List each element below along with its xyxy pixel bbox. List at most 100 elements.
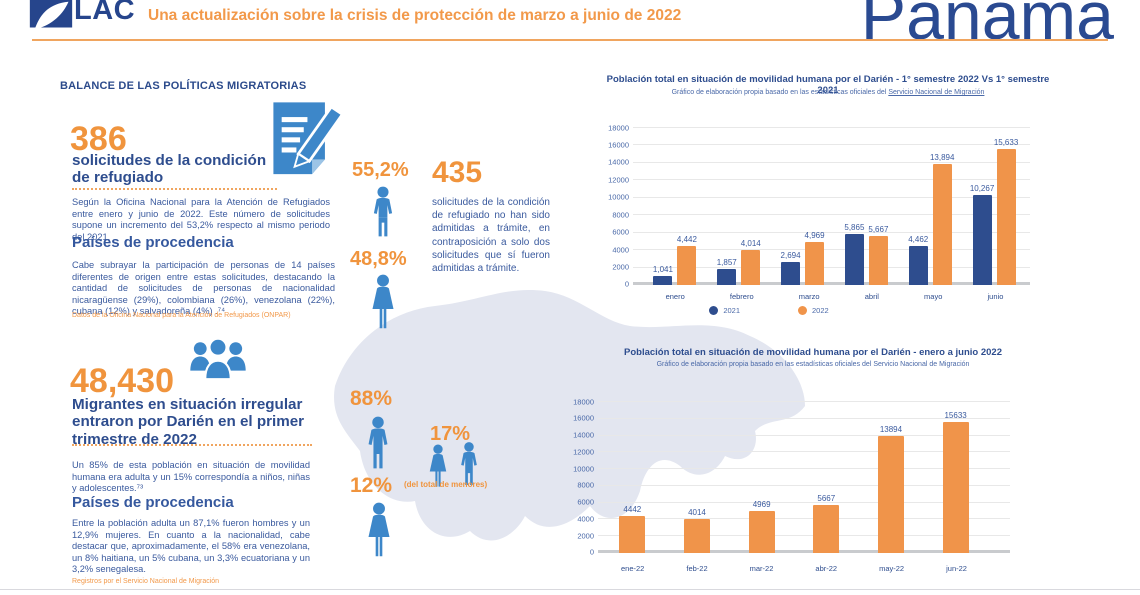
bar-column: 13894 — [877, 402, 904, 553]
countries-of-origin-body-2: Entre la población adulta un 87,1% fuero… — [72, 518, 310, 575]
bar-column: 5,667 — [868, 128, 888, 285]
bar-value-label: 13,894 — [929, 152, 955, 162]
boy-child-icon — [455, 441, 483, 487]
bar-2021-junio — [972, 195, 992, 285]
gridline-14000: 14000 — [573, 431, 1010, 440]
bar-group-feb-22: 4014 — [683, 402, 710, 553]
bar-column: 4,014 — [740, 128, 761, 285]
bar-column: 10,267 — [969, 128, 995, 285]
y-tick-2000: 2000 — [577, 531, 594, 541]
bar-group-may-22: 13894 — [877, 402, 904, 553]
chart2-plot-area: 0 2000 4000 6000 8000 10000 12000 14000 16000 180… — [573, 397, 1010, 556]
bar-column: 4,969 — [804, 128, 825, 285]
bar-value-label: 4,014 — [740, 239, 761, 248]
y-tick-0: 0 — [589, 547, 594, 556]
bar-value-label: 5667 — [817, 494, 836, 504]
bar-column: 15633 — [942, 402, 969, 553]
bar-2022-mayo — [932, 163, 952, 285]
x-label-abr-22: abr-22 — [815, 564, 838, 573]
chart1-title: Población total en situación de movilida… — [606, 74, 1050, 96]
bar-column: 1,041 — [652, 128, 673, 285]
gridline-18000: 18000 — [573, 397, 1010, 406]
x-label-abril: abril — [864, 292, 879, 301]
stat-darien-migrants-number: 48,430 — [70, 362, 174, 400]
chart1-source-link[interactable]: Servicio Nacional de Migración — [888, 89, 985, 96]
chart1-subtitle-text: Gráfico de elaboración propia basado en … — [671, 89, 889, 96]
bar-value-label: 4,969 — [804, 230, 825, 240]
y-tick-18000: 18000 — [608, 123, 629, 132]
bar-column: 5667 — [813, 402, 840, 553]
bar-value-label: 1,857 — [716, 257, 737, 267]
adult-female-person-icon — [360, 502, 398, 558]
male-person-icon — [366, 186, 400, 238]
bar-value-label: 15633 — [944, 410, 967, 420]
bar-2021-marzo — [781, 261, 801, 285]
bar-group-mayo: 4,462 13,894 — [908, 128, 955, 285]
bar-2021-mayo — [908, 246, 928, 285]
gridline-0: 0 — [590, 547, 1010, 556]
adult-male-percentage: 88% — [350, 387, 393, 410]
legend-dot-2022 — [798, 306, 807, 315]
chart1-plot-area: 0 2000 4000 6000 8000 10000 12000 14000 16000 180… — [608, 123, 1030, 288]
bar-2021-enero — [653, 275, 673, 285]
adult-female-percentage: 12% — [350, 474, 393, 497]
gridline-6000: 6000 — [577, 498, 1010, 507]
source-note-snm: Registros por el Servicio Nacional de Mi… — [72, 578, 220, 585]
bar-column: 1,857 — [716, 128, 737, 285]
y-tick-10000: 10000 — [608, 192, 629, 202]
female-person-icon — [364, 274, 402, 330]
legend-dot-2021 — [709, 306, 719, 315]
stat-refugee-applications-label: solicitudes de la condición de refugiado — [72, 152, 267, 187]
countries-of-origin-body-1: Cabe subrayar la participación de person… — [72, 260, 335, 317]
countries-of-origin-heading-1: Países de procedencia — [72, 234, 234, 251]
minors-percentage: 17% — [430, 423, 471, 445]
bar-column: 15,633 — [994, 128, 1018, 285]
adult-male-person-icon — [360, 416, 396, 470]
bottom-divider — [0, 589, 1140, 590]
y-tick-12000: 12000 — [573, 447, 594, 457]
chart1-subtitle: Gráfico de elaboración propia basado en … — [598, 89, 1058, 96]
dotted-separator — [72, 444, 312, 446]
x-label-may-22: may-22 — [879, 564, 905, 573]
x-label-jun-22: jun-22 — [946, 564, 967, 573]
gridline-8000: 8000 — [577, 481, 1010, 490]
bar-2022-jun-22 — [942, 421, 969, 553]
y-tick-16000: 16000 — [573, 413, 594, 423]
x-label-mayo: mayo — [924, 292, 943, 301]
gridline-2000: 2000 — [612, 263, 1030, 272]
bar-2022-enero — [677, 246, 697, 285]
chart2-bars: 4442 4014 4969 5667 13894 15633 — [600, 402, 988, 553]
chart2-title: Población total en situación de movilida… — [624, 347, 1002, 358]
bar-group-jun-22: 15633 — [942, 402, 969, 553]
bar-2022-may-22 — [877, 436, 904, 553]
bar-column: 4,442 — [677, 128, 697, 285]
bar-group-junio: 10,267 15,633 — [969, 128, 1018, 285]
minors-note: (del total de menores) — [404, 480, 488, 489]
gridline-18000: 18000 — [608, 123, 1030, 132]
legend-label-2021: 2021 — [723, 306, 740, 315]
gridline-16000: 16000 — [573, 414, 1010, 423]
y-tick-16000: 16000 — [608, 140, 629, 150]
bar-value-label: 4969 — [752, 500, 771, 510]
stat-refugee-applications-body: Según la Oficina Nacional para la Atenci… — [72, 197, 330, 242]
legend-item-2021: 2021 — [709, 306, 740, 315]
gridline-12000: 12000 — [573, 447, 1010, 456]
bar-value-label: 4442 — [623, 504, 642, 514]
x-label-ene-22: ene-22 — [621, 564, 645, 573]
bar-group-ene-22: 4442 — [619, 402, 646, 553]
bar-2021-abril — [844, 233, 864, 285]
y-tick-14000: 14000 — [573, 430, 594, 440]
bar-column: 4969 — [748, 402, 775, 553]
bar-2022-junio — [996, 148, 1016, 285]
bar-column: 4014 — [683, 402, 710, 553]
bar-value-label: 1,041 — [652, 264, 673, 274]
y-tick-14000: 14000 — [608, 157, 629, 167]
x-label-feb-22: feb-22 — [686, 564, 708, 573]
gridline-2000: 2000 — [577, 531, 1010, 540]
bar-column: 4442 — [619, 402, 646, 553]
x-label-junio: junio — [987, 292, 1004, 301]
bar-2022-feb-22 — [683, 519, 710, 553]
bar-group-enero: 1,041 4,442 — [652, 128, 697, 285]
bar-value-label: 10,267 — [969, 184, 995, 194]
